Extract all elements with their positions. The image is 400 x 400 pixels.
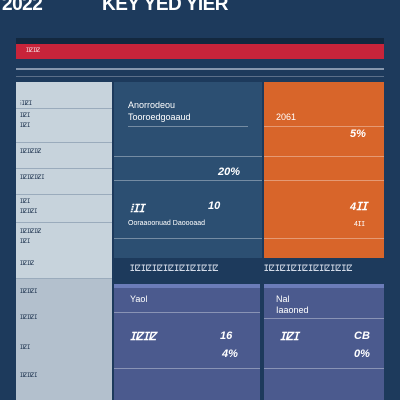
red-header-bar: ⵊⵇⵊⵇ [16,44,384,59]
purple1-heading: Yaol [130,294,148,304]
row-label: ⵊⵇⵊⵇⵊⵇⵊ [20,175,45,181]
panel-divider [264,126,384,127]
orange-value-top: 2061 [276,112,297,122]
row-label: ⵂⵊⵇⵊ [20,101,32,107]
row-label: ⵊⵇⵊⵇⵊⵇ [20,229,42,235]
row-label: ⵊⵇⵊ [20,199,31,205]
row-label: ⵊⵇⵊ [20,113,31,119]
separator-line [16,76,384,77]
panel-divider [128,126,248,127]
purple1-value-left: ⵊⵇⵊⵇ [130,331,157,343]
row-label: ⵊⵇⵊⵇ [20,261,35,267]
purple2-value-low: 0% [354,348,370,360]
row-label: ⵊⵇⵊ [20,239,31,245]
red-bar-label: ⵊⵇⵊⵇ [26,48,41,54]
panel-divider [114,156,262,157]
panel-head-strip [114,284,260,288]
purple2-heading-1: Nal [276,294,290,304]
purple2-heading-2: Iaaoned [276,305,309,315]
purple2-value-right: CB [354,330,370,342]
orange-stat-panel: 2061 5% 4ⵊⵊ 4ⵊⵊ [264,82,384,258]
title-year: 2022 [2,0,43,15]
mid-band-right-text: ⵊⵇⵊⵇⵊⵇⵊⵇⵊⵇⵊⵇⵊⵇⵊⵇ [264,263,353,273]
panel-divider [264,318,384,319]
panel-divider [114,180,262,181]
teal-value-2-right: 10 [208,200,221,212]
orange-value-bottom: 4ⵊⵊ [354,221,365,228]
purple1-value-right: 16 [220,330,233,342]
panel-divider [114,238,262,239]
teal-value-2-left: ⵂⵊⵊ [130,203,145,215]
left-gutter [0,82,16,400]
header-dark-strip [16,38,384,44]
teal-heading-2: Tooroedgoaaud [128,112,191,122]
panel-head-strip [264,284,384,288]
row-divider [16,142,112,143]
row-divider [16,108,112,109]
purple2-value-left: ⵊⵇⵊ [280,331,299,343]
panel-divider [114,312,260,313]
panel-divider [114,368,260,369]
title-text: KEY YED YIER [102,0,229,15]
purple1-value-low: 4% [222,348,238,360]
purple-stat-panel-1: Yaol ⵊⵇⵊⵇ 16 4% [114,284,260,400]
left-label-column: ⵂⵊⵇⵊ ⵊⵇⵊ ⵊⵇⵊ ⵊⵇⵊⵇⵊⵇ ⵊⵇⵊⵇⵊⵇⵊ ⵊⵇⵊ ⵊⵇⵊⵇⵊ ⵊⵇ… [16,82,112,400]
mid-band-left-text: ⵊⵇⵊⵇⵊⵇⵊⵇⵊⵇⵊⵇⵊⵇⵊⵇ [130,263,219,273]
teal-value-1: 20% [218,166,241,178]
row-label: ⵊⵇⵊⵇⵊ [20,209,38,215]
teal-heading-1: Anorrodeou [128,100,176,110]
panel-divider [264,156,384,157]
row-label: ⵊⵇⵊ [20,123,31,129]
row-label: ⵊⵇⵊⵇⵊⵇ [20,149,42,155]
row-label: ⵊⵇⵊⵇⵊ [20,315,38,321]
panel-divider [264,180,384,181]
teal-footer: Ooraaoonuad Daoooaad [128,220,206,227]
purple-stat-panel-2: Nal Iaaoned ⵊⵇⵊ CB 0% [264,284,384,400]
panel-divider [264,368,384,369]
row-label: ⵊⵇⵊⵇⵊ [20,373,38,379]
left-column-lower [16,278,112,400]
mid-band: ⵊⵇⵊⵇⵊⵇⵊⵇⵊⵇⵊⵇⵊⵇⵊⵇ ⵊⵇⵊⵇⵊⵇⵊⵇⵊⵇⵊⵇⵊⵇⵊⵇ [114,262,384,274]
orange-value-mid: 5% [350,128,366,140]
row-label: ⵊⵇⵊ [20,345,31,351]
row-label: ⵊⵇⵊⵇⵊ [20,289,38,295]
orange-value-low: 4ⵊⵊ [350,201,368,213]
teal-stat-panel: Anorrodeou Tooroedgoaaud 20% ⵂⵊⵊ 10 Oora… [114,82,262,258]
row-divider [16,194,112,195]
panel-divider [264,238,384,239]
page-title: 2022 KEY YED YIER [0,0,400,16]
row-divider [16,278,112,279]
separator-line [16,68,384,70]
row-divider [16,222,112,223]
row-divider [16,168,112,169]
